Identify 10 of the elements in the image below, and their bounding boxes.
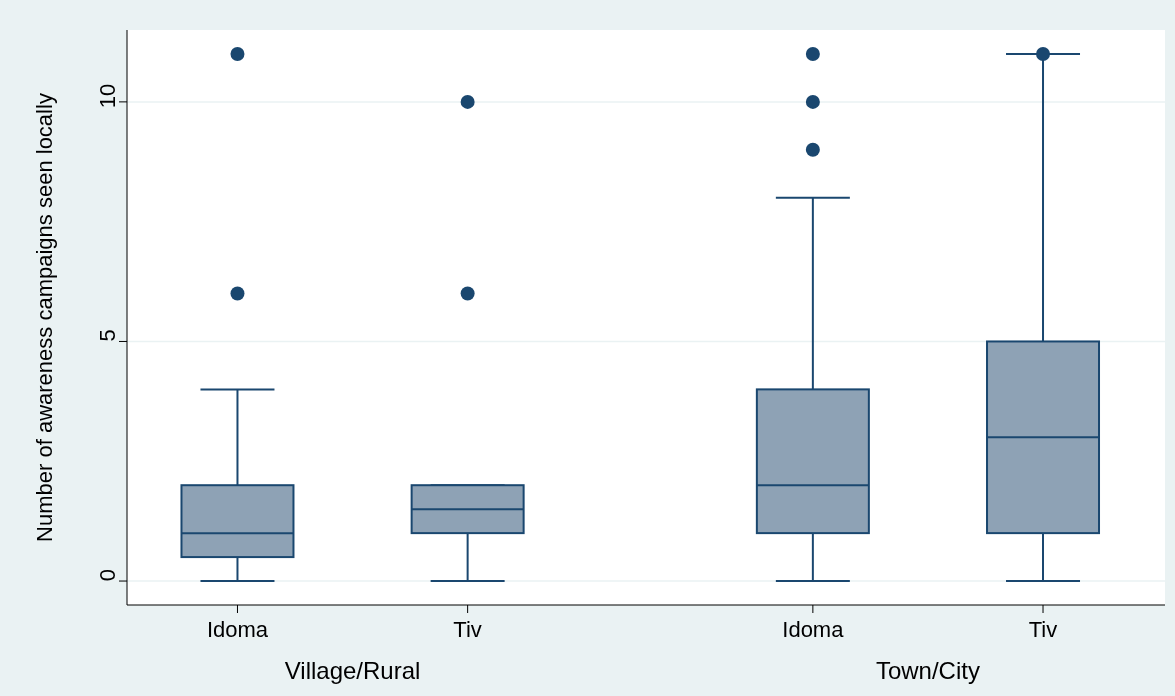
x-tick-label: Idoma [206,617,269,642]
x-tick-label: Idoma [782,617,845,642]
y-tick-label: 5 [94,329,120,342]
y-axis-title: Number of awareness campaigns seen locally [32,93,57,542]
y-tick-label: 0 [94,568,120,582]
x-tick-label: Tiv [453,617,482,642]
text: Town/City [875,657,980,684]
text: Village/Rural [284,657,421,684]
y-tick-label: 10 [94,83,120,109]
x-tick-label: Tiv [1028,617,1058,642]
